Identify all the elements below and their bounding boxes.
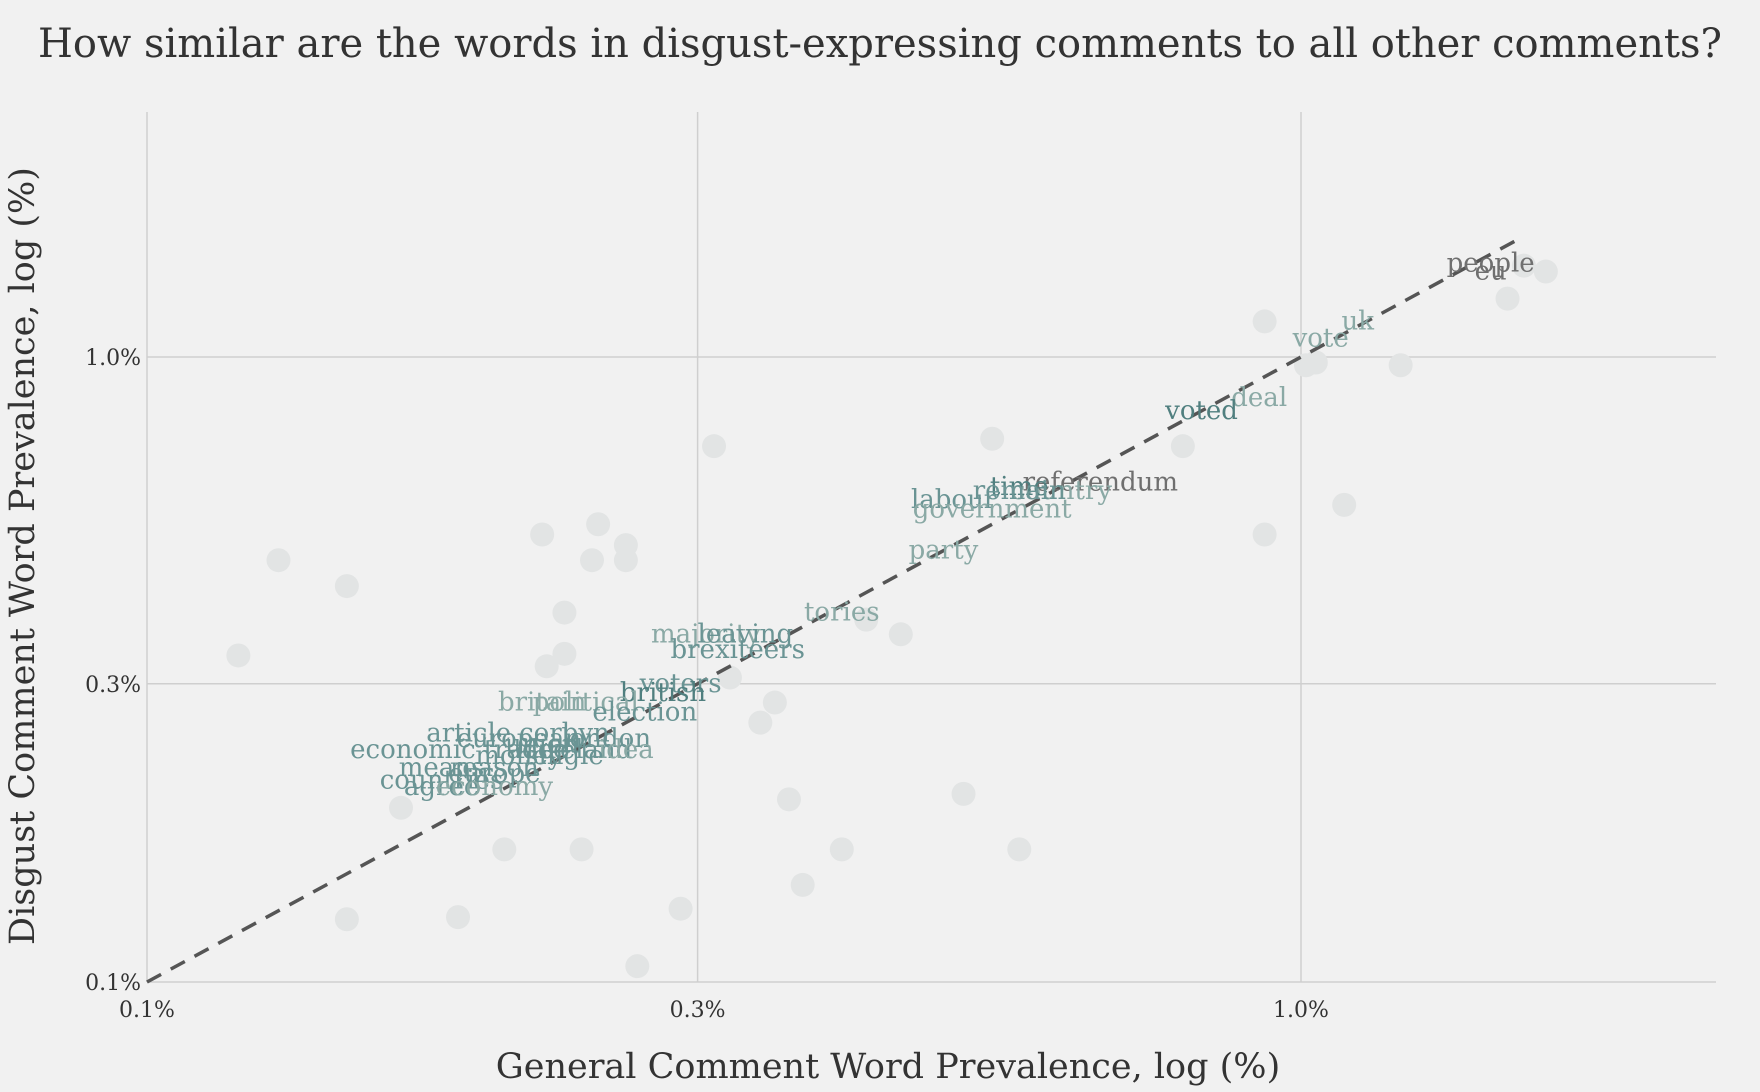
word-label: reason	[450, 753, 539, 783]
background-point	[534, 654, 559, 679]
background-point	[613, 548, 638, 573]
background-point	[776, 787, 801, 812]
word-label: deal	[1231, 383, 1287, 413]
word-label: eu	[1475, 257, 1507, 287]
background-point	[552, 641, 577, 666]
background-point	[1170, 434, 1195, 459]
word-label: uk	[1342, 306, 1375, 336]
background-point	[790, 872, 815, 897]
word-label: means	[399, 753, 485, 783]
word-label: article	[426, 718, 511, 748]
gridlines	[146, 112, 1716, 983]
background-point	[389, 795, 414, 820]
background-point	[748, 710, 773, 735]
word-label: countries	[380, 766, 504, 796]
word-label: trade	[484, 735, 554, 765]
background-point	[829, 837, 854, 862]
background-point	[1495, 286, 1520, 311]
word-label: vote	[1292, 324, 1349, 354]
word-label: money	[475, 741, 562, 771]
background-point	[266, 548, 291, 573]
background-point	[951, 781, 976, 806]
background-point	[888, 622, 913, 647]
y-tick-label-1: 0.3%	[85, 673, 141, 698]
background-point	[854, 607, 879, 632]
x-tick-label-2: 1.0%	[1273, 998, 1329, 1023]
word-label: voters	[639, 669, 722, 699]
word-label: remain	[973, 476, 1066, 506]
background-point	[762, 690, 787, 715]
word-label: referendum	[1023, 467, 1178, 497]
background-point	[1007, 837, 1032, 862]
word-label: single	[525, 741, 604, 771]
background-point	[717, 665, 742, 690]
word-label: ireland	[539, 735, 632, 765]
chart-title: How similar are the words in disgust-exp…	[38, 21, 1722, 67]
word-label: britain	[498, 688, 587, 718]
word-label: tories	[804, 598, 880, 628]
background-point	[1511, 253, 1536, 278]
word-label: europe	[448, 759, 540, 789]
background-point	[702, 434, 727, 459]
background-point	[530, 522, 555, 547]
background-point	[579, 548, 604, 573]
background-point	[569, 837, 594, 862]
background-point	[586, 512, 611, 537]
word-label: voted	[1164, 396, 1238, 426]
background-point	[1252, 522, 1277, 547]
word-label: brexiteers	[670, 635, 804, 665]
word-label: labour	[911, 485, 997, 515]
word-label: majority	[651, 619, 761, 649]
background-point	[980, 426, 1005, 451]
word-label: government	[913, 495, 1072, 525]
y-axis-title: Disgust Comment Word Prevalence, log (%)	[3, 167, 43, 945]
word-label: free	[516, 735, 569, 765]
background-point	[552, 600, 577, 625]
word-label: european	[457, 724, 582, 754]
background-point	[1332, 492, 1357, 517]
word-label: party	[909, 536, 979, 566]
word-label: british	[620, 678, 706, 708]
background-point	[446, 905, 471, 930]
y-tick-label-0: 0.1%	[85, 971, 141, 996]
background-point	[334, 574, 359, 599]
word-label: corbyn	[519, 718, 610, 748]
x-axis-title: General Comment Word Prevalence, log (%)	[496, 1047, 1280, 1087]
y-tick-label-2: 1.0%	[85, 346, 141, 371]
word-label: leaving	[698, 619, 794, 649]
word-label: economy	[436, 772, 554, 802]
background-points	[226, 253, 1558, 979]
word-label: country	[1011, 476, 1113, 506]
background-point	[492, 837, 517, 862]
word-label: election	[592, 697, 697, 727]
background-point	[625, 954, 650, 979]
reference-line	[146, 236, 1522, 984]
word-label: time	[990, 472, 1049, 502]
background-point	[668, 896, 693, 921]
background-point	[1533, 259, 1558, 284]
background-point	[226, 643, 251, 668]
background-point	[1388, 353, 1413, 378]
tick-labels: 0.1% 0.3% 1.0% 0.1% 0.3% 1.0%	[85, 346, 1329, 1023]
x-tick-label-0: 0.1%	[119, 998, 175, 1023]
background-point	[1252, 309, 1277, 334]
word-label: political	[533, 688, 639, 718]
word-label: economic	[350, 735, 476, 765]
word-label: people	[1447, 249, 1535, 279]
x-tick-label-1: 0.3%	[670, 998, 726, 1023]
word-label: london	[561, 724, 651, 754]
word-label: agree	[404, 772, 479, 802]
word-label: idea	[598, 735, 654, 765]
background-point	[334, 907, 359, 932]
word-label: union	[505, 729, 579, 759]
